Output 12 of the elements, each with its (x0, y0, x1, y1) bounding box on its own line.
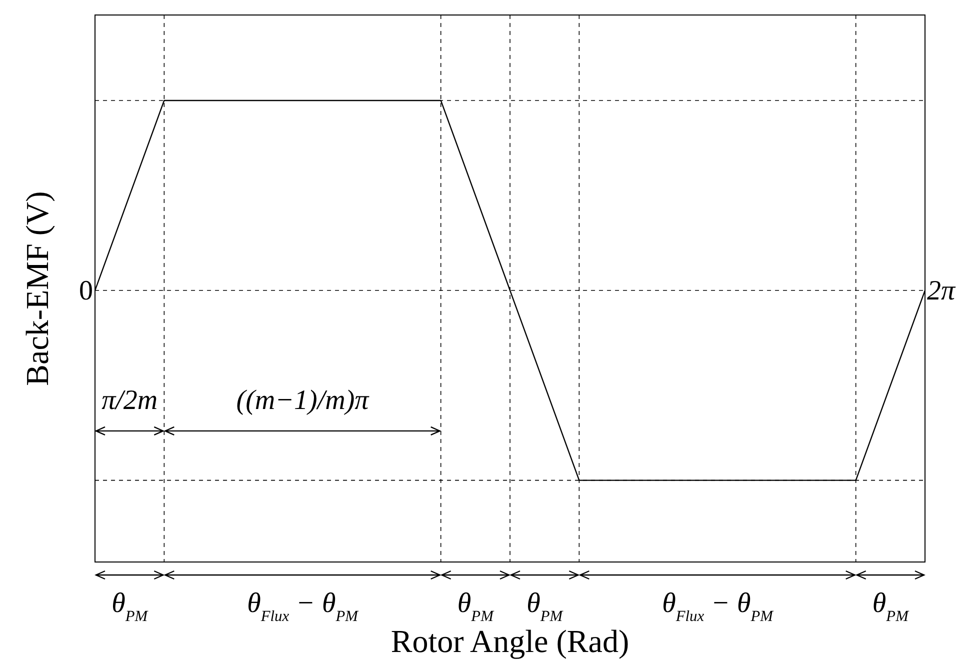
text: θ$_{PM}$ (526, 588, 564, 624)
annotation: ((m−1)/m)π (236, 384, 370, 416)
text: θ$_{Flux}$ − θ$_{PM}$ (662, 588, 774, 624)
x-axis-title: Rotor Angle (Rad) (390, 623, 630, 659)
text: 2π (927, 275, 956, 306)
text: θ$_{PM}$ (457, 588, 495, 624)
annotation: π/2m (102, 384, 158, 416)
text: θ$_{Flux}$ − θ$_{PM}$ (247, 588, 360, 624)
text: θ$_{PM}$ (872, 588, 910, 624)
y-axis-title: Back-EMF (V) (19, 191, 55, 386)
text: 0 (79, 275, 93, 306)
text: θ$_{PM}$ (112, 588, 149, 624)
